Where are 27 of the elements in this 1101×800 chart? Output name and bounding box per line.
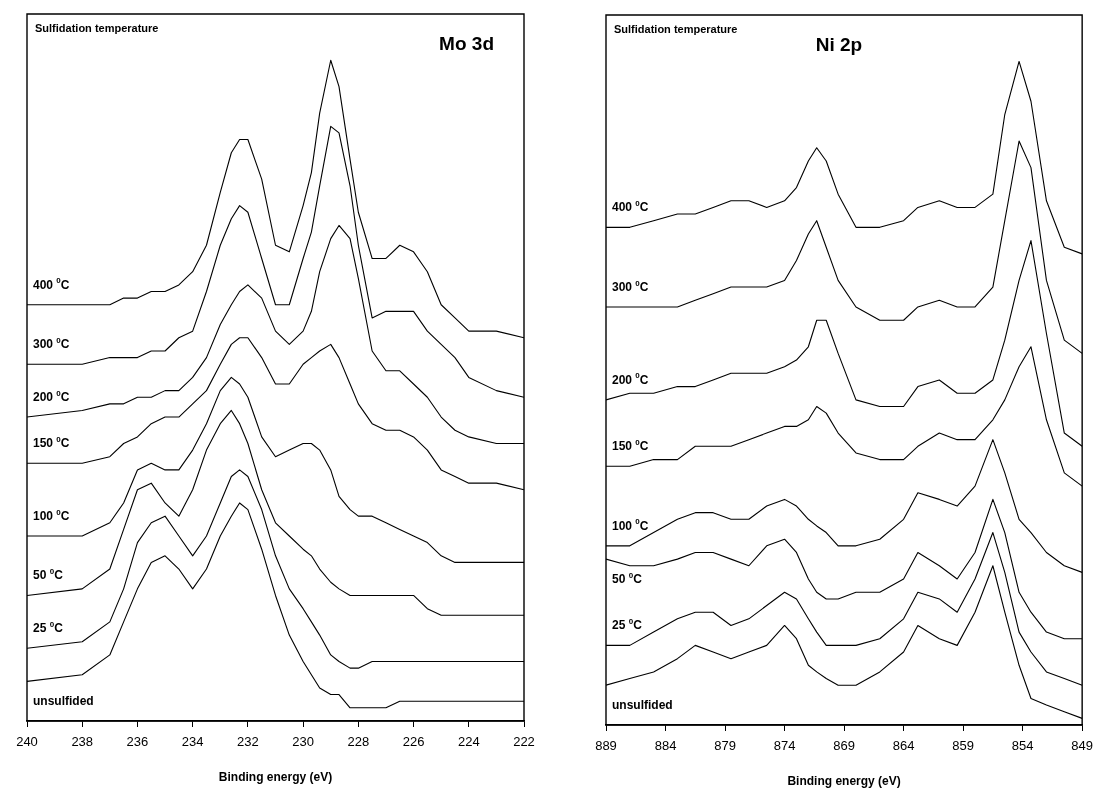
x-tick-label: 222 [513,734,535,750]
legend-title: Sulfidation temperature [614,23,738,35]
series-label: unsulfided [612,698,673,713]
x-tick-label: 234 [181,734,204,750]
x-tick-label: 874 [773,738,796,754]
x-tick-label: 238 [71,734,94,750]
x-tick-label: 232 [237,734,259,750]
x-tick-label: 230 [292,734,314,750]
x-tick-label: 864 [892,738,915,754]
series-label: unsulfided [33,694,94,709]
x-tick-label: 854 [1011,738,1034,754]
x-tick-label: 224 [457,734,480,750]
x-tick-label: 884 [654,738,677,754]
x-axis-title: Binding energy (eV) [787,774,901,789]
chart-title: Mo 3d [439,33,495,54]
x-tick-label: 889 [595,738,617,754]
x-tick-label: 879 [714,738,736,754]
x-tick-label: 849 [1071,738,1094,754]
chart-title: Ni 2p [815,34,863,55]
x-tick-label: 240 [16,734,38,750]
x-tick-label: 869 [833,738,855,754]
x-axis-title: Binding energy (eV) [218,770,333,785]
x-tick-label: 236 [126,734,149,750]
x-tick-label: 859 [952,738,974,754]
x-tick-label: 228 [347,734,370,750]
x-tick-label: 226 [402,734,425,750]
legend-title: Sulfidation temperature [35,22,159,34]
